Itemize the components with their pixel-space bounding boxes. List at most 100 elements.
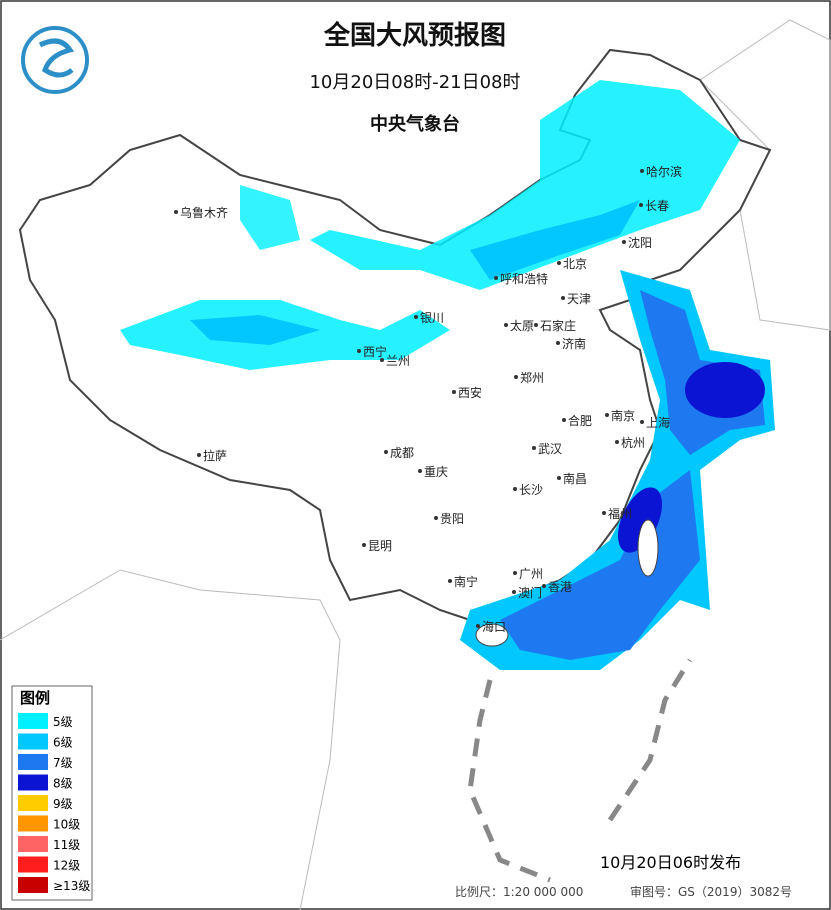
city-label: 济南 <box>562 336 586 351</box>
legend-label: ≥13级 <box>53 879 90 893</box>
city-label: 武汉 <box>538 442 562 456</box>
scale: 比例尺：1:20 000 000 <box>455 885 583 899</box>
city-label: 兰州 <box>386 354 410 368</box>
wind-area-5 <box>240 185 300 250</box>
wind-area-6 <box>470 200 640 280</box>
legend-label: 5级 <box>53 715 73 729</box>
city-label: 昆明 <box>368 539 392 553</box>
city-label: 南昌 <box>563 471 587 486</box>
city-label: 上海 <box>646 415 670 430</box>
city-dot <box>605 413 609 417</box>
city-label: 杭州 <box>621 435 645 450</box>
city-label: 长春 <box>645 199 669 213</box>
taiwan <box>637 519 659 577</box>
city-dot <box>414 315 418 319</box>
legend-swatch <box>18 836 48 852</box>
city-dot <box>174 210 178 214</box>
city-dot <box>534 323 538 327</box>
period: 10月20日08时-21日08时 <box>309 72 520 93</box>
neighbour-border <box>0 569 341 910</box>
hainan <box>475 623 509 647</box>
city-dot <box>384 450 388 454</box>
city-dot <box>476 624 480 628</box>
legend-swatch <box>18 713 48 729</box>
city-dot <box>434 516 438 520</box>
city-dot <box>562 418 566 422</box>
legend-swatch <box>18 795 48 811</box>
city-label: 澳门 <box>518 585 542 600</box>
city-dot <box>512 590 516 594</box>
legend-items: 5级 6级 7级 8级 9级 10级 11级 12级 ≥13级 <box>18 713 90 893</box>
city-label: 北京 <box>563 257 587 271</box>
legend-swatch <box>18 856 48 873</box>
city-dot <box>362 543 366 547</box>
city-dot <box>380 358 384 362</box>
legend-label: 7级 <box>53 756 73 770</box>
city-label: 沈阳 <box>628 235 652 250</box>
city-label: 福州 <box>608 506 632 521</box>
legend-label: 9级 <box>53 797 73 811</box>
city-dot <box>602 511 606 515</box>
city-label: 海口 <box>482 619 506 634</box>
city-dot <box>557 476 561 480</box>
city-dot <box>639 203 643 207</box>
city-dot <box>561 296 565 300</box>
city-label: 成都 <box>390 446 414 460</box>
city-label: 太原 <box>510 318 534 333</box>
city-dot <box>557 261 561 265</box>
legend-swatch <box>18 815 48 832</box>
legend-swatch <box>18 774 48 791</box>
legend-swatch <box>18 877 48 893</box>
city-dot <box>514 375 518 379</box>
city-label: 天津 <box>567 292 591 306</box>
issued-time: 10月20日06时发布 <box>600 853 741 872</box>
city-label: 乌鲁木齐 <box>180 205 228 220</box>
city-label: 西安 <box>458 385 482 400</box>
city-dot <box>494 276 498 280</box>
city-label: 郑州 <box>520 370 544 385</box>
legend-label: 8级 <box>53 777 73 791</box>
city-dot <box>542 584 546 588</box>
city-label: 西宁 <box>363 344 387 359</box>
legend-label: 6级 <box>53 736 73 750</box>
wind-area-6 <box>190 315 320 345</box>
legend-label: 11级 <box>53 838 80 852</box>
issuer: 中央气象台 <box>370 113 460 135</box>
city-dot <box>513 487 517 491</box>
city-label: 南宁 <box>454 574 478 589</box>
city-label: 合肥 <box>568 413 592 428</box>
city-dot <box>513 571 517 575</box>
legend-swatch <box>18 733 48 750</box>
city-dot <box>357 349 361 353</box>
logo <box>21 26 89 94</box>
city-label: 长沙 <box>519 483 543 497</box>
city-label: 广州 <box>519 567 543 581</box>
legend-swatch <box>18 754 48 770</box>
city-dot <box>197 453 201 457</box>
legend-label: 12级 <box>53 859 80 873</box>
city-label: 南京 <box>611 408 635 423</box>
legend-label: 10级 <box>53 818 80 832</box>
legend-title: 图例 <box>20 689 50 707</box>
city-label: 重庆 <box>424 465 448 479</box>
city-label: 银川 <box>420 311 444 325</box>
city-label: 呼和浩特 <box>500 271 548 286</box>
city-dot <box>452 390 456 394</box>
map-number: 审图号：GS（2019）3082号 <box>630 884 792 899</box>
city-dot <box>448 579 452 583</box>
title: 全国大风预报图 <box>323 20 506 51</box>
city-label: 拉萨 <box>203 448 227 463</box>
wind-area-5 <box>310 80 740 290</box>
city-dot <box>615 440 619 444</box>
city-dot <box>622 240 626 244</box>
logo-mark <box>38 38 75 78</box>
city-dot <box>640 169 644 173</box>
city-dot <box>640 420 644 424</box>
city-dot <box>532 446 536 450</box>
city-label: 哈尔滨 <box>646 164 682 179</box>
city-dot <box>556 341 560 345</box>
city-label: 石家庄 <box>540 318 576 333</box>
city-label: 香港 <box>548 580 572 594</box>
